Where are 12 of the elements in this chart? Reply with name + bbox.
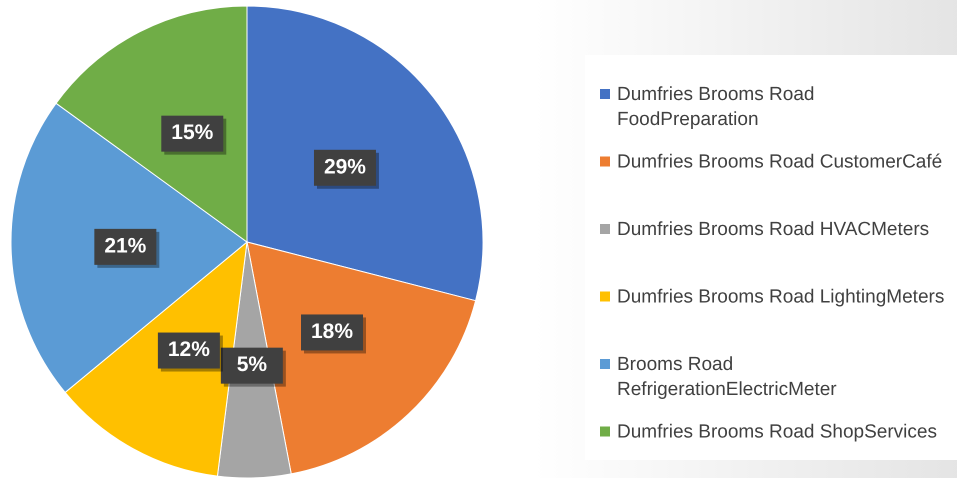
data-label: 29% [324, 155, 366, 178]
data-label: 21% [104, 234, 147, 258]
legend-label: Brooms Road RefrigerationElectricMeter [617, 354, 838, 400]
legend-label: Dumfries Brooms Road FoodPreparation [617, 84, 814, 130]
data-label: 15% [171, 121, 214, 144]
data-label: 18% [310, 320, 354, 344]
data-label: 12% [168, 338, 210, 362]
legend-label: Dumfries Brooms Road ShopServices [617, 422, 937, 443]
legend-label: Dumfries Brooms Road CustomerCafé [617, 152, 942, 173]
legend-label: Dumfries Brooms Road HVACMeters [617, 219, 930, 240]
data-label: 5% [236, 353, 268, 376]
legend-label: Dumfries Brooms Road LightingMeters [617, 286, 944, 308]
